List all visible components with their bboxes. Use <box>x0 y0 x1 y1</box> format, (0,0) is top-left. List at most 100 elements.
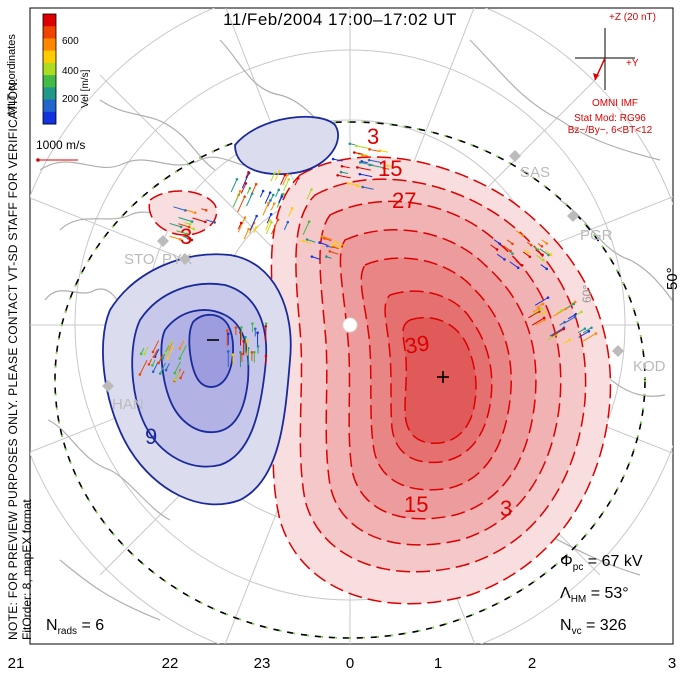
velocity-vector <box>369 159 382 164</box>
mlt-tick-3: 3 <box>667 655 677 672</box>
velocity-vector-origin <box>272 202 276 205</box>
velocity-vector-origin <box>190 238 194 242</box>
velocity-vector <box>306 239 316 243</box>
site-pyk: PYK <box>162 251 193 268</box>
velocity-vector-origin <box>331 243 335 247</box>
velocity-vector-origin <box>560 308 564 312</box>
velocity-vector <box>283 179 290 191</box>
velocity-vector <box>360 161 374 166</box>
velocity-vector <box>496 253 505 260</box>
velocity-vector-origin <box>520 263 524 267</box>
velocity-vector-origin <box>264 322 268 325</box>
velocity-vector-origin <box>310 255 314 258</box>
imf-arrowhead <box>593 73 599 80</box>
imf-z-label: +Z (20 nT) <box>609 12 656 23</box>
velocity-vector <box>265 220 271 231</box>
site-sas: SAS <box>520 164 551 181</box>
velocity-vector-origin <box>543 318 546 322</box>
velocity-vector-origin <box>333 241 337 244</box>
velocity-vector-origin <box>280 195 284 198</box>
velocity-vector-origin <box>572 302 576 306</box>
velocity-vector-origin <box>157 361 160 365</box>
velocity-vector-origin <box>173 378 177 382</box>
velocity-vector <box>178 223 190 228</box>
hm-boundary <box>54 121 646 639</box>
imf-source: OMNI IMF <box>591 98 639 109</box>
velocity-vector <box>271 219 279 235</box>
velocity-vector-origin <box>286 173 289 176</box>
velocity-vector-origin <box>287 178 291 181</box>
colorbar-frame <box>42 13 57 125</box>
velocity-vector-origin <box>545 267 548 271</box>
velocity-vector-origin <box>278 170 281 173</box>
velocity-vector-origin <box>587 329 591 333</box>
velocity-vector <box>362 186 374 190</box>
velocity-vector <box>167 345 175 359</box>
velocity-vector-origin <box>269 213 273 216</box>
colorbar-swatch <box>43 111 56 125</box>
velocity-vector-origin <box>243 195 246 198</box>
velocity-vector-origin <box>528 255 532 259</box>
velocity-vector-origin <box>352 151 356 154</box>
lat-label-60: 60° <box>580 284 594 303</box>
velocity-vector-origin <box>307 220 311 223</box>
velocity-vector <box>274 171 280 181</box>
velocity-vector-origin <box>296 176 300 180</box>
velocity-vector <box>264 192 271 204</box>
velocity-vector-origin <box>264 354 268 358</box>
velocity-vector-origin <box>158 372 162 375</box>
velocity-vectors <box>138 142 598 383</box>
velocity-vector-origin <box>368 148 371 151</box>
velocity-vector <box>503 245 511 252</box>
velocity-vector-origin <box>386 164 389 167</box>
velocity-vector-origin <box>178 238 182 241</box>
velocity-vector-origin <box>225 329 229 332</box>
velocity-vector-origin <box>255 214 258 218</box>
velocity-vector <box>246 193 253 207</box>
velocity-vector <box>265 222 272 235</box>
stat-n-vc: Nvc = 326 <box>560 617 627 638</box>
contour-label-3-top: 3 <box>367 124 380 149</box>
velocity-vector <box>169 222 182 228</box>
velocity-vector-origin <box>164 352 168 355</box>
velocity-vector-origin <box>161 356 165 360</box>
fit-order-note: FitOrder: 8, mapEX format <box>20 499 34 640</box>
velocity-vector <box>306 189 312 200</box>
stat-lambda-hm: ΛHM = 53° <box>560 585 629 606</box>
velocity-vector <box>335 241 345 247</box>
velocity-vector-origin <box>277 188 281 192</box>
velocity-vector-origin <box>305 238 309 241</box>
velocity-vector-origin <box>573 315 577 319</box>
velocity-vector-origin <box>226 332 230 336</box>
plot-frame <box>29 7 674 645</box>
velocity-vector-origin <box>328 250 332 253</box>
ref-vector-dot <box>36 158 40 162</box>
velocity-vector-origin <box>568 338 571 342</box>
velocity-vector-origin <box>192 227 196 231</box>
velocity-vector-origin <box>261 189 265 193</box>
velocity-vector-origin <box>549 253 553 256</box>
colorbar-swatch <box>43 99 56 113</box>
colorbar-tick-600: 600 <box>62 36 79 47</box>
site-sto: STO <box>124 251 155 268</box>
velocity-vector <box>144 346 149 355</box>
velocity-vector-origin <box>204 208 208 212</box>
velocity-vector-origin <box>281 192 285 196</box>
velocity-vector-origin <box>590 326 593 330</box>
velocity-vector-origin <box>541 258 545 262</box>
velocity-vector <box>266 214 272 224</box>
velocity-vector <box>241 172 250 189</box>
velocity-vector-origin <box>240 352 244 356</box>
velocity-vector-origin <box>382 166 385 170</box>
colorbar-swatch <box>43 87 56 101</box>
mlt-tick-1: 1 <box>433 655 443 672</box>
velocity-vector-origin <box>286 220 290 224</box>
velocity-vector <box>237 196 246 213</box>
velocity-vector-origin <box>250 351 254 354</box>
velocity-vector-origin <box>138 373 142 376</box>
velocity-vector-origin <box>273 171 276 175</box>
velocity-vector-origin <box>526 251 530 255</box>
velocity-vector <box>341 165 350 169</box>
velocity-vector-origin <box>537 307 541 310</box>
velocity-vector-origin <box>264 324 268 328</box>
